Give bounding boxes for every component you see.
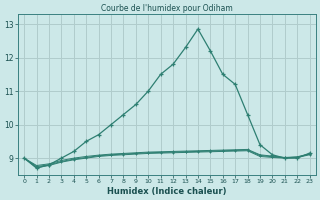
X-axis label: Humidex (Indice chaleur): Humidex (Indice chaleur) <box>107 187 227 196</box>
Title: Courbe de l'humidex pour Odiham: Courbe de l'humidex pour Odiham <box>101 4 233 13</box>
